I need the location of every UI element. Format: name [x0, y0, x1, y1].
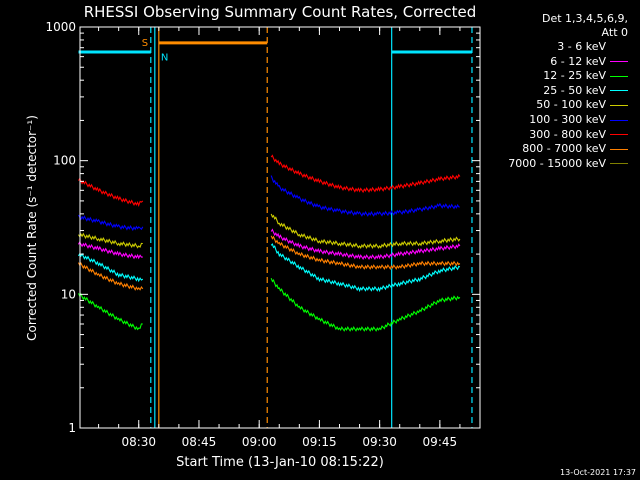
chart-title: RHESSI Observing Summary Count Rates, Co…: [84, 3, 477, 21]
legend-entry: 25 - 50 keV: [543, 84, 628, 97]
legend-label: 100 - 300 keV: [529, 113, 606, 126]
legend-swatch: [610, 61, 628, 63]
series-line-3: [270, 243, 461, 293]
y-tick-label: 10: [61, 287, 76, 301]
legend-label: 12 - 25 keV: [543, 69, 606, 83]
legend-header-line1: Det 1,3,4,5,6,9,: [541, 12, 628, 25]
x-tick-label: 09:00: [242, 435, 277, 449]
legend-entry: 7000 - 15000 keV: [508, 157, 628, 170]
x-tick-label: 09:30: [362, 435, 397, 449]
legend-label: 3 - 6 keV: [557, 40, 606, 53]
series-line-6: [78, 177, 144, 208]
legend-entry: 50 - 100 keV: [536, 98, 628, 111]
x-tick-label: 09:45: [423, 435, 458, 449]
series-line-7: [78, 261, 144, 291]
series-line-1: [270, 228, 461, 261]
legend-label: 7000 - 15000 keV: [508, 156, 606, 170]
legend-swatch: [610, 46, 628, 48]
series-line-2: [78, 292, 143, 331]
y-tick-label: 100: [53, 154, 76, 168]
y-tick-label: 1: [68, 421, 76, 435]
annotation-s: S: [142, 38, 148, 49]
x-tick-label: 09:15: [302, 435, 337, 449]
legend-label: 6 - 12 keV: [550, 54, 606, 68]
series-line-5: [78, 214, 144, 232]
annotation-n: N: [161, 53, 168, 64]
series-line-2: [270, 278, 461, 332]
y-tick-label: 1000: [45, 20, 76, 34]
y-axis-label: Corrected Count Rate (s⁻¹ detector⁻¹): [25, 115, 39, 341]
legend-swatch: [610, 90, 628, 92]
legend-label: 300 - 800 keV: [529, 127, 606, 141]
legend-header-line2: Att 0: [601, 26, 628, 39]
legend-swatch: [610, 119, 628, 121]
series-line-4: [78, 232, 143, 249]
legend-swatch: [610, 134, 628, 136]
timestamp-stamp: 13-Oct-2021 17:37: [560, 468, 636, 477]
legend-label: 50 - 100 keV: [536, 98, 606, 112]
series-line-1: [78, 240, 143, 260]
series-line-7: [270, 235, 461, 270]
legend-entry: 12 - 25 keV: [543, 69, 628, 82]
legend-swatch: [610, 163, 628, 165]
legend-entry: 3 - 6 keV: [557, 40, 628, 53]
series-line-6: [270, 154, 461, 194]
legend-swatch: [610, 104, 628, 106]
legend-entry: 100 - 300 keV: [529, 113, 628, 126]
legend-entry: 300 - 800 keV: [529, 128, 628, 141]
legend-entry: 800 - 7000 keV: [522, 142, 628, 155]
x-axis-label: Start Time (13-Jan-10 08:15:22): [176, 455, 384, 470]
series-line-4: [270, 213, 461, 249]
x-tick-label: 08:30: [121, 435, 156, 449]
legend-swatch: [610, 148, 628, 150]
series-line-5: [270, 175, 460, 217]
legend-label: 800 - 7000 keV: [522, 142, 606, 156]
legend-entry: 6 - 12 keV: [550, 55, 628, 68]
legend-label: 25 - 50 keV: [543, 83, 606, 97]
x-tick-label: 08:45: [182, 435, 217, 449]
series-line-3: [78, 252, 144, 283]
legend-swatch: [610, 75, 628, 77]
plot-frame: [79, 26, 481, 429]
